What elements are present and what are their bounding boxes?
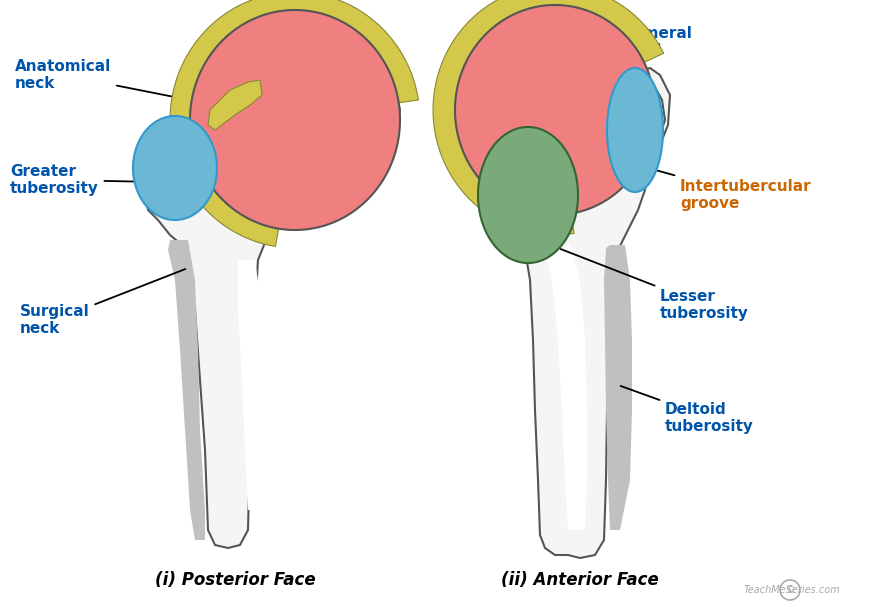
Polygon shape (433, 0, 664, 235)
Text: TeachMeSeries.com: TeachMeSeries.com (743, 585, 840, 595)
Polygon shape (190, 10, 400, 230)
Polygon shape (455, 5, 655, 215)
Text: (i) Posterior Face: (i) Posterior Face (155, 571, 315, 589)
Polygon shape (238, 260, 265, 510)
Polygon shape (133, 116, 217, 220)
Text: Intertubercular
groove: Intertubercular groove (651, 169, 812, 211)
Polygon shape (170, 0, 418, 246)
Polygon shape (545, 245, 587, 530)
Polygon shape (208, 80, 262, 130)
Polygon shape (478, 127, 578, 263)
Text: Humeral
head: Humeral head (573, 26, 692, 59)
Text: Lesser
tuberosity: Lesser tuberosity (561, 249, 749, 321)
Polygon shape (168, 240, 205, 540)
Text: Anatomical
neck: Anatomical neck (15, 59, 213, 104)
Text: Deltoid
tuberosity: Deltoid tuberosity (621, 386, 754, 434)
Text: Greater
tuberosity: Greater tuberosity (10, 164, 158, 196)
Text: (ii) Anterior Face: (ii) Anterior Face (501, 571, 658, 589)
Text: Surgical
neck: Surgical neck (20, 269, 186, 336)
Polygon shape (145, 30, 400, 548)
Polygon shape (604, 245, 632, 530)
Text: ©: © (785, 585, 795, 595)
Polygon shape (607, 68, 663, 192)
Polygon shape (490, 22, 670, 558)
